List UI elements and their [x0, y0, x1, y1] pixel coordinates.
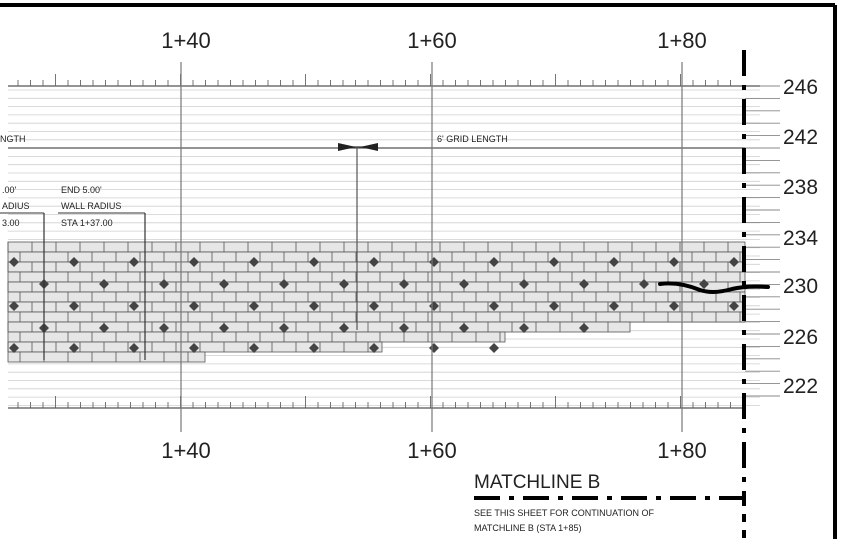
block-marker: [519, 323, 529, 333]
station-labels-top: 1+40 1+60 1+80: [161, 28, 707, 53]
block-marker: [489, 257, 499, 267]
block-course: [7, 331, 506, 343]
block-marker: [549, 301, 559, 311]
station-ticks: [8, 74, 745, 409]
block-marker: [399, 279, 409, 289]
radius-notes: .00' ADIUS 3.00 END 5.00' WALL RADIUS ST…: [0, 185, 146, 360]
block-marker: [519, 279, 529, 289]
block-marker: [69, 301, 79, 311]
block-course: [7, 281, 746, 293]
block-marker: [99, 279, 109, 289]
grid-length-dimension: NGTH 6' GRID LENGTH: [0, 134, 508, 330]
elevation-label: 222: [783, 375, 818, 398]
block-marker: [189, 343, 199, 353]
station-labels-bottom: 1+40 1+60 1+80: [161, 438, 707, 463]
station-label-top: 1+60: [407, 28, 457, 53]
block-marker: [129, 257, 139, 267]
block-marker: [99, 323, 109, 333]
matchline-note-line2: MATCHLINE B (STA 1+85): [474, 523, 581, 533]
block-marker: [669, 301, 679, 311]
grid-length-label: 6' GRID LENGTH: [437, 134, 508, 144]
block-marker: [429, 343, 439, 353]
block-marker: [309, 301, 319, 311]
elevation-label: 242: [783, 126, 818, 149]
block-marker: [399, 323, 409, 333]
block-marker: [609, 257, 619, 267]
block-marker: [69, 257, 79, 267]
block-marker: [129, 301, 139, 311]
elevation-label: 226: [783, 326, 818, 349]
block-marker: [369, 343, 379, 353]
block-marker: [609, 301, 619, 311]
block-marker: [339, 323, 349, 333]
start-note-line3: 3.00: [2, 218, 20, 228]
elevation-labels: 246 242 238 234 230 226 222: [783, 76, 818, 398]
block-marker: [369, 257, 379, 267]
block-marker: [129, 343, 139, 353]
station-label-bottom: 1+40: [161, 438, 211, 463]
block-course: [7, 271, 746, 283]
block-marker: [309, 257, 319, 267]
block-marker: [579, 323, 589, 333]
block-course: [7, 291, 746, 303]
block-marker: [639, 279, 649, 289]
block-marker: [249, 301, 259, 311]
start-note-line2: ADIUS: [2, 201, 30, 211]
block-marker: [189, 301, 199, 311]
block-marker: [729, 301, 739, 311]
station-label-bottom: 1+60: [407, 438, 457, 463]
station-label-bottom: 1+80: [657, 438, 707, 463]
block-marker: [309, 343, 319, 353]
block-marker: [489, 343, 499, 353]
end-note-line3: STA 1+37.00: [61, 218, 113, 228]
block-marker: [219, 279, 229, 289]
block-marker: [9, 257, 19, 267]
block-marker: [669, 257, 679, 267]
block-marker: [249, 257, 259, 267]
end-note-line2: WALL RADIUS: [61, 201, 121, 211]
block-course: [7, 311, 746, 323]
block-wall: [7, 241, 746, 363]
station-gridlines: [180, 62, 683, 432]
matchline-note-line1: SEE THIS SHEET FOR CONTINUATION OF: [474, 508, 655, 518]
block-marker: [339, 279, 349, 289]
block-marker: [459, 323, 469, 333]
block-marker: [699, 279, 709, 289]
sheet-border: [0, 3, 837, 539]
block-course: [7, 241, 746, 253]
block-marker: [369, 301, 379, 311]
station-label-top: 1+80: [657, 28, 707, 53]
block-marker: [249, 343, 259, 353]
block-marker: [9, 343, 19, 353]
block-course: [7, 351, 206, 363]
elevation-label: 234: [783, 227, 818, 250]
block-marker: [69, 343, 79, 353]
matchline: MATCHLINE B SEE THIS SHEET FOR CONTINUAT…: [474, 50, 746, 539]
block-marker: [279, 323, 289, 333]
block-marker: [9, 301, 19, 311]
hand-drawn-mark: [658, 281, 770, 294]
block-marker: [459, 279, 469, 289]
grid-length-label-left: NGTH: [0, 134, 26, 144]
block-marker: [279, 279, 289, 289]
station-label-top: 1+40: [161, 28, 211, 53]
profile-top-line: [8, 85, 760, 149]
block-marker: [729, 257, 739, 267]
block-marker: [219, 323, 229, 333]
elevation-label: 246: [783, 76, 818, 99]
block-marker: [189, 257, 199, 267]
block-marker: [549, 257, 559, 267]
block-marker: [489, 301, 499, 311]
block-marker: [579, 279, 589, 289]
elevation-label: 230: [783, 275, 818, 298]
matchline-title: MATCHLINE B: [474, 472, 600, 493]
block-marker: [159, 323, 169, 333]
elevation-label: 238: [783, 176, 818, 199]
start-note-line1: .00': [2, 185, 17, 195]
end-note-line1: END 5.00': [61, 185, 102, 195]
block-marker: [159, 279, 169, 289]
